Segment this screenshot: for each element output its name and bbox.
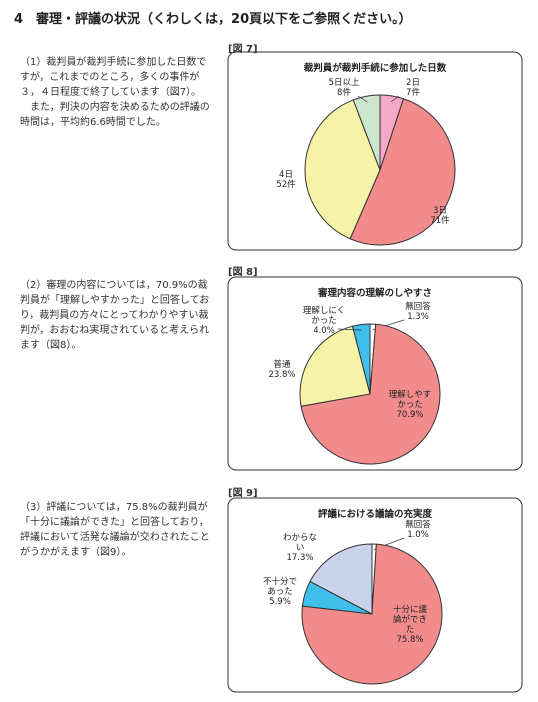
value-label: 17.3% (286, 553, 314, 563)
category-label: 理解しにくかった (302, 306, 346, 326)
value-label: 8件 (337, 88, 351, 98)
value-label: 7件 (406, 88, 420, 98)
figure-label: [図 7] (228, 44, 258, 55)
paragraph: （2）審理の内容については，70.9%の裁判員が「理解しやすかった」と回答してお… (20, 280, 210, 351)
chart-title: 審理内容の理解のしやすさ (318, 288, 432, 299)
pie-slice (304, 99, 381, 240)
figure-label: [図 9] (228, 488, 258, 499)
paragraph: また，判決の内容を決めるための評議の時間は，平均約6.6時間でした。 (20, 102, 210, 128)
pie-slice (349, 98, 456, 246)
section-text: （1）裁判員が裁判手続に参加した日数ですが，これまでのところ，多くの事件が３，４… (20, 55, 212, 130)
value-label: 1.3% (407, 312, 429, 322)
category-label: 理解しやすかった (388, 390, 432, 410)
value-label: 52件 (276, 180, 296, 190)
category-label: 無回答 (405, 520, 431, 530)
value-label: 71件 (430, 216, 450, 226)
slice-label: 無回答 1.0% (398, 520, 438, 540)
slice-label: わからない 17.3% (280, 533, 320, 563)
value-label: 4.0% (313, 326, 335, 336)
page-title: 4 審理・評議の状況（くわしくは，20頁以下をご参照ください。） (14, 12, 412, 27)
pie-slice (351, 323, 371, 395)
category-label: 普通 (273, 360, 291, 370)
slice-label: 3日 71件 (420, 206, 460, 226)
leader-line (357, 95, 368, 103)
category-label: 5日以上 (328, 78, 360, 88)
slice-label: 2日 7件 (393, 78, 433, 98)
value-label: 70.9% (396, 410, 424, 420)
value-label: 75.8% (396, 635, 424, 645)
category-label: わからない (282, 533, 317, 553)
category-label: 4日 (279, 170, 293, 180)
paragraph: （3）評議については，75.8%の裁判員が「十分に議論ができた」と回答しており，… (20, 502, 210, 558)
category-label: 3日 (433, 206, 447, 216)
section-text: （3）評議については，75.8%の裁判員が「十分に議論ができた」と回答しており，… (20, 500, 212, 560)
leader-line (337, 328, 362, 331)
section-text: （2）審理の内容については，70.9%の裁判員が「理解しやすかった」と回答してお… (20, 278, 212, 353)
slice-label: 理解しやすかった 70.9% (386, 390, 434, 420)
pie-slice (309, 543, 373, 615)
category-label: 不十分であった (262, 577, 297, 597)
slice-label: 普通 23.8% (262, 360, 302, 380)
leader-line (390, 95, 400, 103)
slice-label: 不十分であった 5.9% (260, 577, 300, 607)
value-label: 23.8% (268, 370, 296, 380)
slice-label: 十分に議論ができた 75.8% (392, 605, 428, 645)
value-label: 1.0% (407, 530, 429, 540)
slice-label: 5日以上 8件 (324, 78, 364, 98)
paragraph: （1）裁判員が裁判手続に参加した日数ですが，これまでのところ，多くの事件が３，４… (20, 57, 207, 98)
chart-title: 評議における議論の充実度 (317, 509, 433, 520)
slice-label: 無回答 1.3% (398, 302, 438, 322)
figure-label: [図 8] (228, 267, 258, 278)
chart-title: 裁判員が裁判手続に参加した日数 (303, 63, 447, 74)
category-label: 無回答 (405, 302, 431, 312)
category-label: 十分に議論ができた (392, 605, 427, 635)
category-label: 2日 (406, 78, 420, 88)
pie-slice (352, 94, 381, 171)
value-label: 5.9% (269, 597, 291, 607)
slice-label: 4日 52件 (266, 170, 306, 190)
slice-label: 理解しにくかった 4.0% (299, 306, 349, 336)
